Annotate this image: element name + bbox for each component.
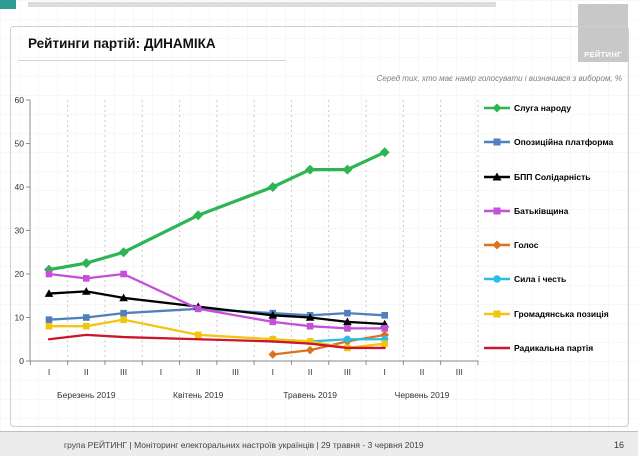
svg-text:20: 20 [15, 269, 25, 279]
footer-text: група РЕЙТИНГ | Моніторинг електоральних… [64, 439, 424, 450]
footer: група РЕЙТИНГ | Моніторинг електоральних… [0, 431, 638, 456]
legend-item-7: Радикальна партія [484, 342, 636, 354]
legend-label: Громадянська позиція [514, 308, 609, 319]
svg-text:50: 50 [15, 139, 25, 149]
legend-label: Сила і честь [514, 274, 567, 285]
svg-text:III: III [456, 367, 463, 377]
svg-text:Червень 2019: Червень 2019 [395, 390, 450, 400]
legend-label: Батьківщина [514, 205, 569, 216]
circle-legend-swatch-icon [484, 275, 510, 284]
square-legend-swatch-icon [484, 138, 510, 146]
svg-text:30: 30 [15, 226, 25, 236]
legend-item-6: Громадянська позиція [484, 308, 636, 320]
svg-text:0: 0 [19, 356, 24, 366]
square-legend-swatch-icon [484, 310, 510, 318]
diamond-legend-swatch-icon [484, 240, 510, 250]
svg-text:III: III [120, 367, 127, 377]
top-accent-bar [0, 0, 16, 9]
svg-text:40: 40 [15, 182, 25, 192]
legend-item-1: Опозиційна платформа [484, 136, 636, 148]
none-legend-swatch-icon [484, 346, 510, 350]
square-legend-swatch-icon [484, 207, 510, 215]
svg-text:60: 60 [15, 96, 25, 105]
triangle-legend-swatch-icon [484, 172, 510, 181]
diamond-legend-swatch-icon [484, 103, 510, 113]
legend-item-3: Батьківщина [484, 205, 636, 217]
chart-legend: Слуга народу Опозиційна платформа БПП Солі… [484, 102, 636, 354]
legend-item-4: Голос [484, 239, 636, 251]
top-gray-bar [28, 2, 496, 7]
legend-item-5: Сила і честь [484, 273, 636, 285]
legend-label: Радикальна партія [514, 342, 594, 353]
legend-label: Голос [514, 240, 539, 251]
svg-text:I: I [160, 367, 162, 377]
svg-text:I: I [272, 367, 274, 377]
svg-text:Травень 2019: Травень 2019 [283, 390, 337, 400]
svg-text:III: III [232, 367, 239, 377]
svg-text:Квітень 2019: Квітень 2019 [173, 390, 224, 400]
svg-text:10: 10 [15, 313, 25, 323]
slide-frame [10, 26, 629, 427]
title-underline [18, 60, 286, 61]
rating-logo-text: РЕЙТИНГ [584, 50, 622, 59]
chart-subtitle: Серед тих, хто має намір голосувати і ви… [376, 74, 622, 83]
legend-label: Слуга народу [514, 103, 572, 113]
page-title: Рейтинги партій: ДИНАМІКА [28, 36, 216, 51]
svg-text:II: II [84, 367, 89, 377]
rating-logo: РЕЙТИНГ [578, 4, 628, 62]
svg-text:II: II [308, 367, 313, 377]
line-chart: 0 10 20 30 40 50 60 I II III I II III I II III I II III Бер… [0, 95, 480, 408]
legend-label: Опозиційна платформа [514, 137, 614, 148]
svg-text:I: I [48, 367, 50, 377]
legend-label: БПП Солідарність [514, 171, 591, 182]
svg-text:II: II [420, 367, 425, 377]
legend-item-0: Слуга народу [484, 102, 636, 114]
svg-text:II: II [196, 367, 201, 377]
svg-text:Березень 2019: Березень 2019 [57, 390, 116, 400]
svg-text:I: I [384, 367, 386, 377]
page-number: 16 [613, 439, 624, 450]
legend-item-2: БПП Солідарність [484, 171, 636, 183]
svg-text:III: III [344, 367, 351, 377]
